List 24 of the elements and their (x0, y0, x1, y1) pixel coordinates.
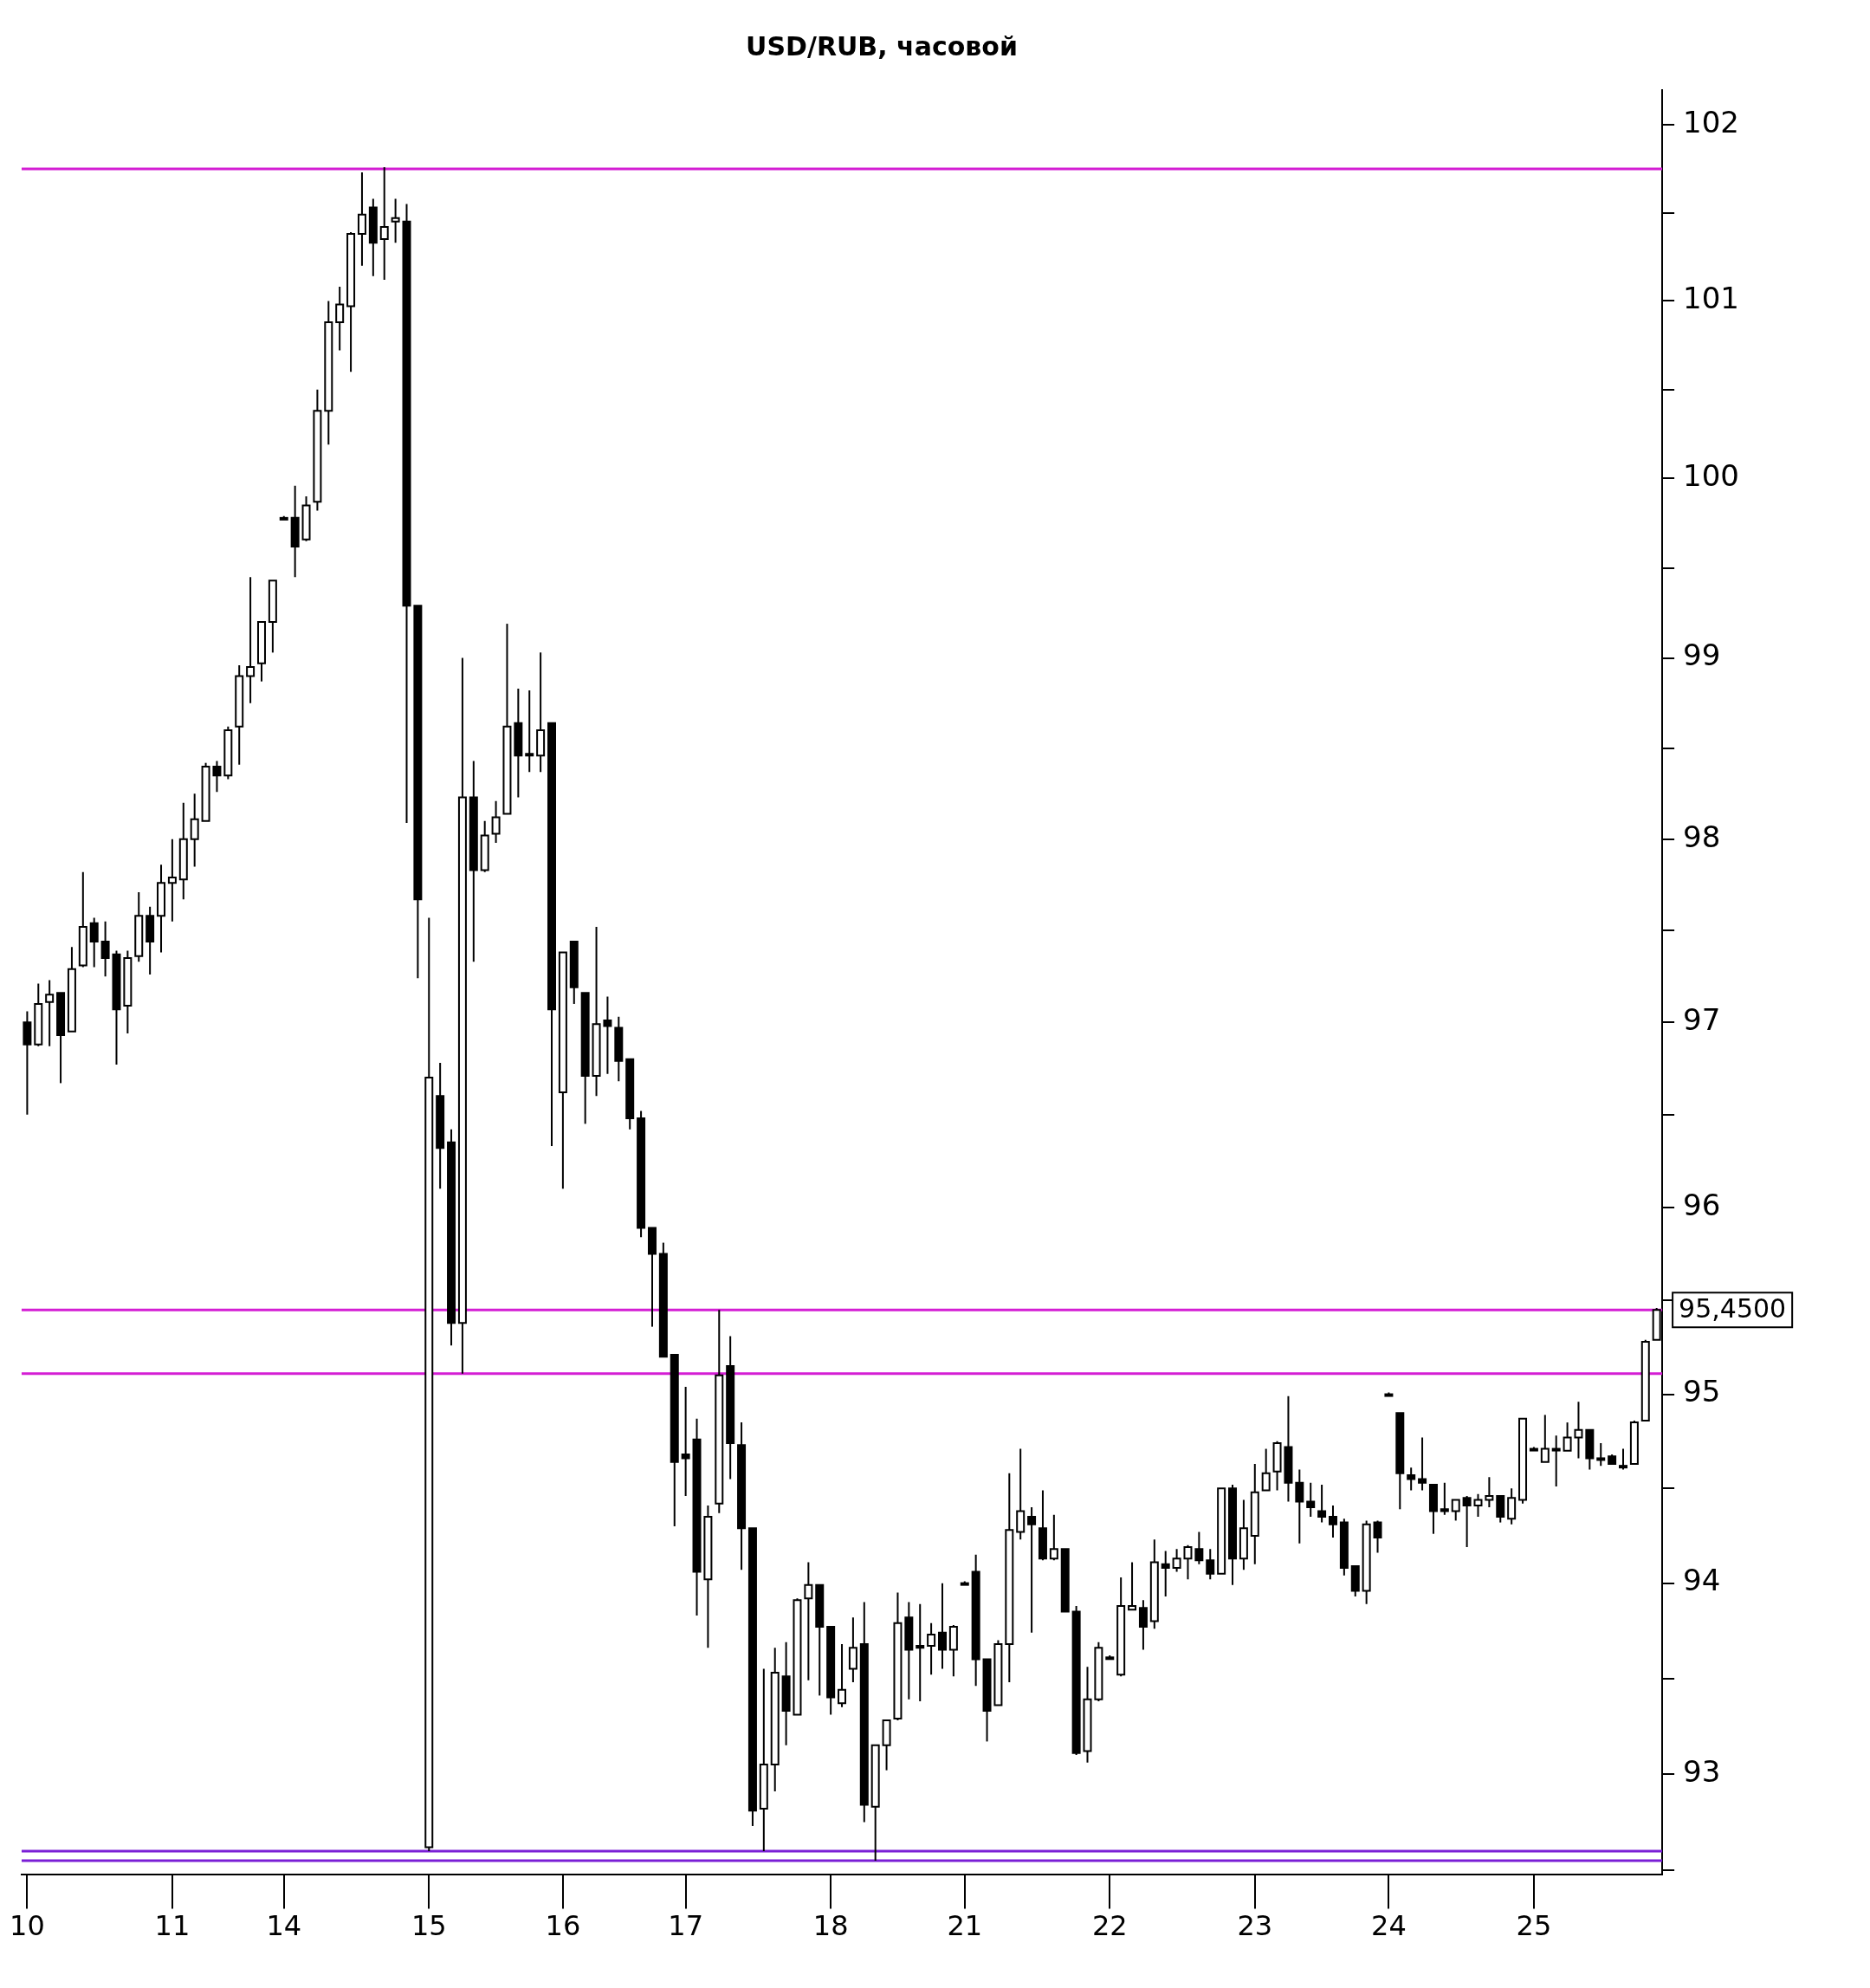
x-tick-label: 16 (545, 1909, 581, 1943)
y-tick-label: 94 (1683, 1563, 1721, 1598)
x-tick-label: 24 (1371, 1909, 1407, 1943)
y-tick-label: 99 (1683, 638, 1721, 673)
chart-title: USD/RUB, часовой (746, 30, 1018, 62)
ref-line-label: 95,4500 (1679, 1292, 1787, 1324)
x-tick-label: 17 (668, 1909, 703, 1943)
y-tick-label: 101 (1683, 281, 1740, 316)
y-tick-label: 102 (1683, 105, 1740, 140)
x-tick-label: 15 (411, 1909, 447, 1943)
y-tick-label: 100 (1683, 458, 1740, 494)
x-tick-label: 23 (1237, 1909, 1273, 1943)
x-tick-label: 14 (266, 1909, 302, 1943)
x-tick-label: 22 (1091, 1909, 1128, 1943)
x-tick-label: 11 (154, 1909, 191, 1943)
y-tick-label: 96 (1683, 1187, 1721, 1222)
y-tick-label: 97 (1683, 1002, 1721, 1038)
x-tick-label: 21 (947, 1909, 983, 1943)
x-tick-label: 10 (10, 1909, 45, 1943)
y-tick-label: 95 (1683, 1374, 1721, 1409)
y-tick-label: 98 (1683, 819, 1721, 854)
y-tick-label: 93 (1683, 1753, 1721, 1789)
x-tick-label: 25 (1516, 1909, 1552, 1943)
x-tick-label: 18 (812, 1909, 849, 1943)
